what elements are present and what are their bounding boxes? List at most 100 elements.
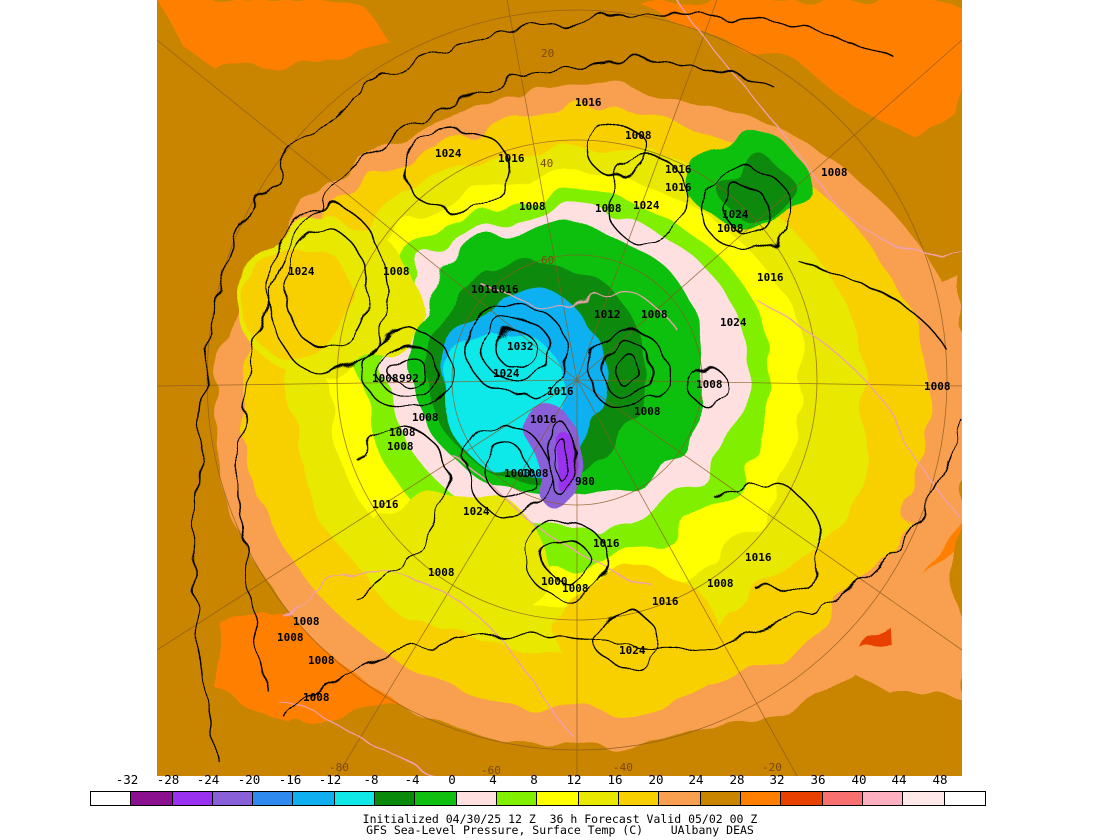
legend-swatch (131, 792, 173, 805)
longitude-label: -60 (481, 764, 501, 776)
isobar-label: 1008 (717, 222, 744, 235)
isobar-label: 1024 (288, 265, 315, 278)
legend-tick-label: 40 (851, 772, 867, 787)
isobar-label: 1016 (575, 96, 602, 109)
isobar-label: 1008 (522, 467, 549, 480)
isobar-label: 1032 (507, 340, 534, 353)
latitude-labels: 20 40 60 (540, 47, 554, 267)
latlon-grid (157, 0, 962, 776)
legend-swatch (781, 792, 823, 805)
legend-tick-label: -20 (237, 772, 261, 787)
latitude-label: 40 (540, 157, 553, 170)
legend-tick-label: 44 (891, 772, 907, 787)
isobar-label: 1012 (594, 308, 621, 321)
longitude-label: -80 (329, 761, 349, 774)
isobar-label: 1008 (519, 200, 546, 213)
legend-tick-label: 36 (810, 772, 826, 787)
forecast-init-text: Initialized 04/30/25 12 Z 36 h Forecast … (362, 812, 758, 826)
legend-tick-label: 28 (729, 772, 745, 787)
forecast-map: 20 40 60 -80 -60 -40 -20 1016 1008 1024 … (157, 0, 962, 776)
isobar-label: 1016 (652, 595, 679, 608)
isobar-label: 1016 (547, 385, 574, 398)
isobar-label: 1008 (696, 378, 723, 391)
isobar-label: 1008 (625, 129, 652, 142)
isobar-label: 1024 (463, 505, 490, 518)
legend-tick-label: 32 (769, 772, 785, 787)
isobar-label: 1008 (641, 308, 668, 321)
legend-swatch (375, 792, 415, 805)
legend-tick-label: 20 (648, 772, 664, 787)
legend-swatch (741, 792, 781, 805)
legend-tick-label: 48 (932, 772, 948, 787)
legend-swatch (213, 792, 253, 805)
legend-swatch (659, 792, 701, 805)
legend-tick-label: 24 (688, 772, 704, 787)
isobar-label: 1008 (308, 654, 335, 667)
legend-swatch (537, 792, 579, 805)
isobar-label: 1024 (435, 147, 462, 160)
isobar-label: 1008 (387, 440, 414, 453)
legend-swatch (945, 792, 985, 805)
map-canvas: 20 40 60 -80 -60 -40 -20 1016 1008 1024 … (157, 0, 962, 776)
isobar-label: 1008 (372, 372, 399, 385)
legend-swatch (619, 792, 659, 805)
longitude-labels: -80 -60 -40 -20 (329, 761, 782, 776)
legend-swatch (415, 792, 457, 805)
legend-swatch (823, 792, 863, 805)
legend-tick-label: -16 (278, 772, 302, 787)
isobar-label: 1008 (595, 202, 622, 215)
legend-swatch (903, 792, 945, 805)
isobar-label: 1016 (530, 413, 557, 426)
isobar-label: 1024 (722, 208, 749, 221)
legend-swatch (457, 792, 497, 805)
isobar-label: 1016 (665, 181, 692, 194)
legend-tick-label: -28 (156, 772, 180, 787)
isobar-label: 1008 (562, 582, 589, 595)
color-legend (90, 791, 986, 806)
legend-tick-label: -24 (196, 772, 220, 787)
isobars (193, 14, 962, 761)
legend-tick-label: 4 (489, 772, 497, 787)
legend-tick-label: -4 (404, 772, 420, 787)
isobar-label: 1016 (665, 163, 692, 176)
isobar-label: 1016 (471, 283, 498, 296)
isobar-label: 992 (399, 372, 419, 385)
isobar-label: 1024 (619, 644, 646, 657)
isobar-label: 1000 (541, 575, 568, 588)
isobar-label: 1016 (593, 537, 620, 550)
latitude-label: 60 (541, 254, 554, 267)
legend-swatch (91, 792, 131, 805)
isobar-label: 1008 (821, 166, 848, 179)
legend-swatch (253, 792, 293, 805)
legend-swatch (335, 792, 375, 805)
isobar-label: 1024 (720, 316, 747, 329)
isobar-labels: 1016 1008 1024 1016 1016 1016 1008 1008 … (277, 96, 951, 704)
legend-swatch (497, 792, 537, 805)
legend-tick-label: 0 (448, 772, 456, 787)
isobar-label: 1008 (383, 265, 410, 278)
isobar-label: 1000 (504, 467, 531, 480)
isobar-label: 1008 (924, 380, 951, 393)
longitude-label: -20 (762, 761, 782, 774)
legend-tick-label: 16 (607, 772, 623, 787)
isobar-label: 980 (575, 475, 595, 488)
isobar-label: 1008 (412, 411, 439, 424)
isobar-label: 1008 (303, 691, 330, 704)
isobar-label: 1016 (745, 551, 772, 564)
isobar-label: 1008 (634, 405, 661, 418)
isobar-label: 1024 (493, 367, 520, 380)
map-caption: Initialized 04/30/25 12 Z 36 h Forecast … (0, 812, 1120, 837)
isobar-label: 1008 (389, 426, 416, 439)
legend-tick-label: -8 (363, 772, 379, 787)
product-title-text: GFS Sea-Level Pressure, Surface Temp (C)… (366, 823, 754, 837)
isobar-label: 1008 (293, 615, 320, 628)
legend-tick-labels: -32 -28 -24 -20 -16 -12 -8 -4 0 4 8 12 1… (0, 772, 1120, 788)
legend-swatch (293, 792, 335, 805)
legend-swatch (173, 792, 213, 805)
legend-swatch (863, 792, 903, 805)
temperature-field (157, 0, 962, 750)
isobar-label: 1008 (277, 631, 304, 644)
isobar-label: 1016 (492, 283, 519, 296)
legend-tick-label: 8 (530, 772, 538, 787)
longitude-label: -40 (613, 761, 633, 774)
